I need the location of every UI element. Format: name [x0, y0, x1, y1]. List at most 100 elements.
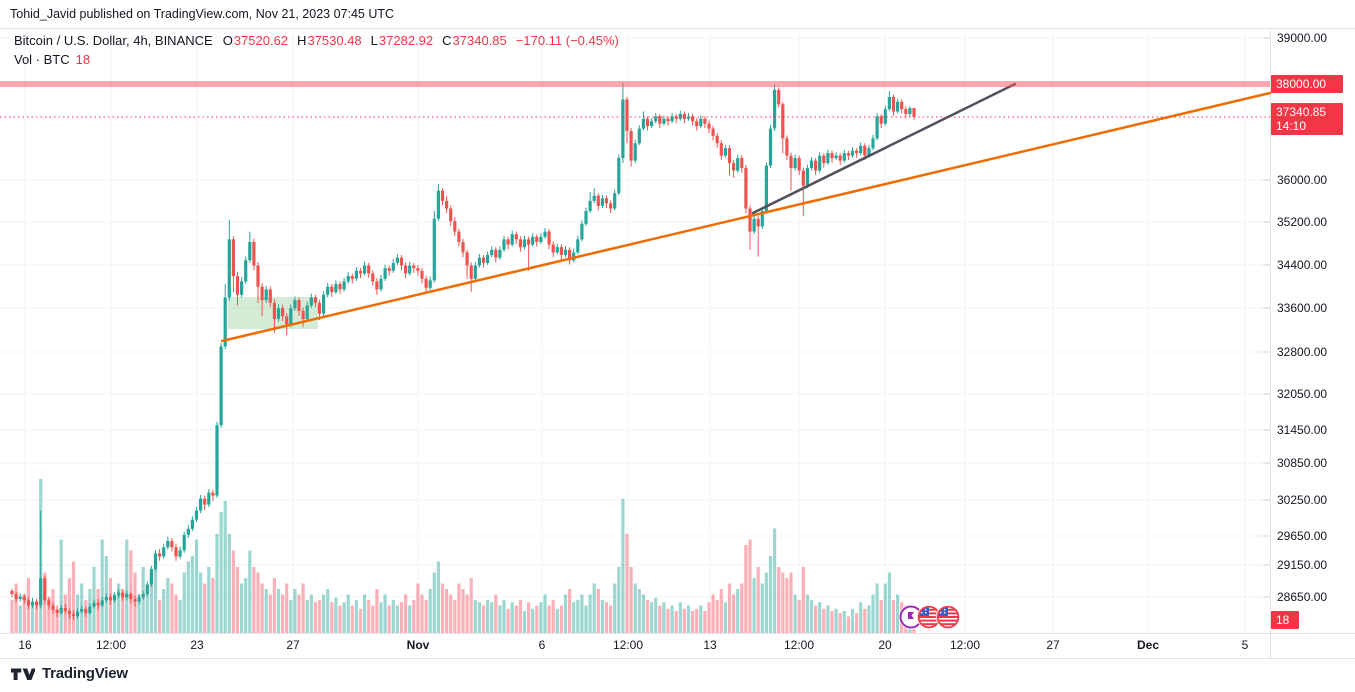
volume-bar	[350, 605, 354, 633]
candle-body	[194, 510, 199, 520]
candle-body	[707, 123, 711, 129]
header-divider	[0, 28, 1355, 29]
volume-bar	[711, 594, 715, 633]
time-axis-label: 16	[18, 638, 32, 652]
volume-bar	[162, 589, 166, 633]
volume-bar	[859, 602, 863, 633]
volume-label: Vol · BTC	[14, 52, 70, 67]
price-axis-label: 34400.00	[1277, 258, 1328, 272]
candle-body	[313, 297, 317, 303]
volume-bar	[342, 602, 346, 633]
symbol-title: Bitcoin / U.S. Dollar, 4h, BINANCE	[14, 33, 213, 48]
volume-bar	[461, 589, 465, 633]
candle-body	[481, 257, 486, 263]
candle-body	[436, 190, 440, 219]
volume-bar	[707, 602, 711, 633]
volume-bar	[285, 583, 289, 633]
volume-bar	[604, 602, 609, 633]
volume-bar	[334, 597, 338, 633]
volume-bar	[149, 578, 153, 633]
candle-body	[568, 249, 572, 261]
volume-bar	[231, 550, 235, 633]
candle-body	[522, 239, 527, 248]
candle-body	[424, 278, 428, 288]
time-axis-label: 12:00	[949, 638, 981, 652]
price-axis[interactable]: 38000.00 37340.85 14:10 18 39000.00 36000…	[1271, 28, 1355, 633]
volume-bar	[436, 561, 440, 633]
volume-bar	[637, 589, 641, 633]
volume-bar	[625, 534, 629, 633]
volume-bar	[207, 567, 211, 633]
volume-bar	[59, 539, 63, 633]
volume-bar	[248, 550, 252, 633]
economic-event-purple-icon[interactable]	[898, 604, 924, 630]
candle-body	[588, 200, 592, 212]
candle-body	[371, 273, 375, 282]
candle-body	[375, 281, 379, 290]
volume-bar	[805, 594, 809, 633]
candle-body	[797, 158, 801, 171]
candle-body	[834, 155, 838, 159]
tradingview-wordmark[interactable]: TradingView	[42, 665, 128, 682]
volume-bar	[215, 534, 219, 633]
candle-body	[711, 128, 715, 136]
candle-body	[47, 600, 51, 606]
volume-bar	[71, 561, 76, 633]
candle-body	[859, 145, 863, 154]
candle-body	[863, 145, 867, 156]
candle-body	[555, 247, 559, 253]
candle-body	[613, 193, 617, 209]
candle-body	[686, 116, 691, 119]
candle-body	[732, 163, 736, 171]
volume-bar	[293, 589, 297, 633]
resistance-band[interactable]	[0, 81, 1270, 87]
candle-body	[121, 592, 125, 598]
volume-bar	[670, 605, 674, 633]
footer-divider	[0, 658, 1355, 659]
open-value: 37520.62	[233, 33, 289, 48]
candle-body	[785, 138, 789, 156]
volume-bar	[194, 539, 199, 633]
candle-body	[149, 568, 153, 585]
volume-bar	[391, 600, 395, 633]
candle-body	[871, 138, 875, 149]
candle-body	[170, 541, 174, 548]
volume-bar	[199, 572, 203, 633]
candle-body	[600, 198, 604, 206]
orange-trendline[interactable]	[220, 91, 1272, 343]
gray-trendline[interactable]	[751, 82, 1017, 215]
volume-bar	[211, 578, 215, 633]
time-axis-label: 6	[538, 638, 546, 652]
volume-bar	[244, 578, 248, 633]
volume-bar	[547, 605, 551, 633]
volume-bar	[703, 611, 707, 633]
candle-body	[633, 143, 637, 161]
tradingview-logo-icon[interactable]	[10, 666, 35, 682]
volume-bar	[276, 589, 281, 633]
time-axis[interactable]: 16 12:00 23 27 Nov 6 12:00 13 12:00 20 12:00 27 Dec 5	[0, 634, 1270, 658]
volume-bar	[108, 578, 112, 633]
time-axis-label: 13	[703, 638, 717, 652]
candle-body	[486, 255, 490, 263]
volume-bar	[22, 594, 26, 633]
time-axis-label: 27	[1046, 638, 1060, 652]
candle-body	[260, 286, 264, 301]
us-flag-economic-event-icon[interactable]	[935, 604, 961, 630]
volume-bar	[645, 600, 650, 633]
candle-body	[96, 602, 100, 606]
volume-bar	[203, 583, 207, 633]
candle-body	[252, 241, 256, 266]
volume-bar	[305, 600, 309, 633]
candle-body	[781, 104, 785, 139]
candle-body	[153, 553, 158, 569]
candle-body	[227, 239, 231, 298]
time-axis-label: 12:00	[783, 638, 815, 652]
volume-bar	[182, 572, 186, 633]
volume-bar	[793, 594, 797, 633]
candle-body	[842, 153, 846, 161]
volume-bar	[399, 602, 404, 633]
volume-bar	[527, 602, 531, 633]
candle-body	[199, 498, 203, 511]
